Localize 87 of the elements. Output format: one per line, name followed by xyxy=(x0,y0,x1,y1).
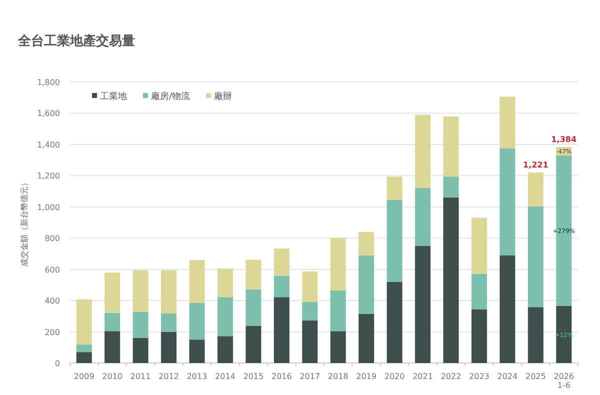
bar xyxy=(302,302,318,321)
bar xyxy=(386,282,402,363)
x-tick-label: 2010 xyxy=(102,372,123,381)
bar xyxy=(415,114,431,188)
bar xyxy=(386,176,402,200)
bar xyxy=(330,331,346,363)
x-tick-label: 2017 xyxy=(300,372,320,381)
x-tick-label: 2009 xyxy=(74,372,94,381)
y-tick-label: 200 xyxy=(44,328,60,337)
bar xyxy=(217,336,233,363)
y-axis-title: 成交金額（新台幣億元） xyxy=(20,178,29,266)
bar xyxy=(104,331,120,363)
bar xyxy=(217,268,233,298)
legend-label: 工業地 xyxy=(100,91,127,102)
y-tick-label: 1,200 xyxy=(37,172,60,181)
y-tick-label: 1,000 xyxy=(37,202,60,212)
bar xyxy=(246,326,262,363)
bar xyxy=(189,260,205,303)
bar xyxy=(132,338,148,363)
bar xyxy=(443,197,459,363)
bar xyxy=(132,312,148,338)
bar xyxy=(274,248,290,276)
chart-title: 全台工業地產交易量 xyxy=(17,33,135,49)
bar xyxy=(471,309,487,363)
bar xyxy=(274,297,290,363)
x-tick-label: 2019 xyxy=(356,372,377,381)
bar xyxy=(76,299,92,345)
x-tick-label: 2011 xyxy=(130,372,151,381)
legend-label: 廠房/物流 xyxy=(151,91,190,102)
bar xyxy=(161,332,177,363)
x-tick-label: 2013 xyxy=(186,372,208,381)
bar xyxy=(386,200,402,282)
x-tick-label: 2016 xyxy=(271,372,292,381)
bar xyxy=(246,260,262,290)
x-tick-label: 2022 xyxy=(440,372,462,381)
bar xyxy=(443,176,459,198)
x-tick-label: 2023 xyxy=(469,372,490,381)
bar xyxy=(471,274,487,310)
bar xyxy=(246,289,262,326)
x-tick-label: 2024 xyxy=(497,372,518,381)
bar xyxy=(500,148,516,256)
x-tick-label: 2026 1-6 xyxy=(554,372,574,390)
bar xyxy=(471,218,487,274)
y-tick-label: 600 xyxy=(44,265,60,274)
bar xyxy=(358,314,374,363)
bar xyxy=(217,297,233,336)
bar xyxy=(500,96,516,148)
x-tick-label: 2015 xyxy=(243,372,264,381)
bar xyxy=(161,270,177,314)
bar xyxy=(132,270,148,312)
x-tick-label: 2014 xyxy=(215,372,236,381)
legend-label: 廠辦 xyxy=(214,91,232,102)
bar xyxy=(330,238,346,290)
bar xyxy=(415,188,431,246)
x-tick-label: 2012 xyxy=(158,372,179,381)
bar xyxy=(76,344,92,352)
total-label: 1,221 xyxy=(523,160,549,170)
bar xyxy=(528,206,544,308)
x-tick-label: 2025 xyxy=(525,372,546,381)
bar xyxy=(104,272,120,313)
bar xyxy=(358,232,374,256)
bar xyxy=(189,340,205,363)
bar xyxy=(76,352,92,363)
bar xyxy=(330,290,346,332)
x-tick-label: 2021 xyxy=(412,372,433,381)
bar xyxy=(415,246,431,363)
bar xyxy=(443,116,459,177)
bar xyxy=(189,302,205,340)
bar xyxy=(500,255,516,363)
bar xyxy=(528,172,544,206)
total-label: 1,384 xyxy=(551,134,577,144)
bar xyxy=(302,271,318,302)
y-tick-label: 400 xyxy=(44,296,60,306)
bar xyxy=(358,255,374,314)
y-tick-label: 800 xyxy=(44,234,60,244)
y-tick-label: 0 xyxy=(54,359,60,368)
bar xyxy=(274,276,290,298)
x-tick-label: 2018 xyxy=(328,372,348,381)
bar xyxy=(302,320,318,363)
y-tick-label: 1,600 xyxy=(37,109,60,118)
bar xyxy=(161,314,177,332)
x-tick-label: 2020 xyxy=(384,372,405,381)
bar xyxy=(528,307,544,363)
y-tick-label: 1,400 xyxy=(37,140,60,150)
bar xyxy=(556,306,572,363)
y-tick-label: 1,800 xyxy=(37,78,60,87)
bar xyxy=(104,312,120,332)
